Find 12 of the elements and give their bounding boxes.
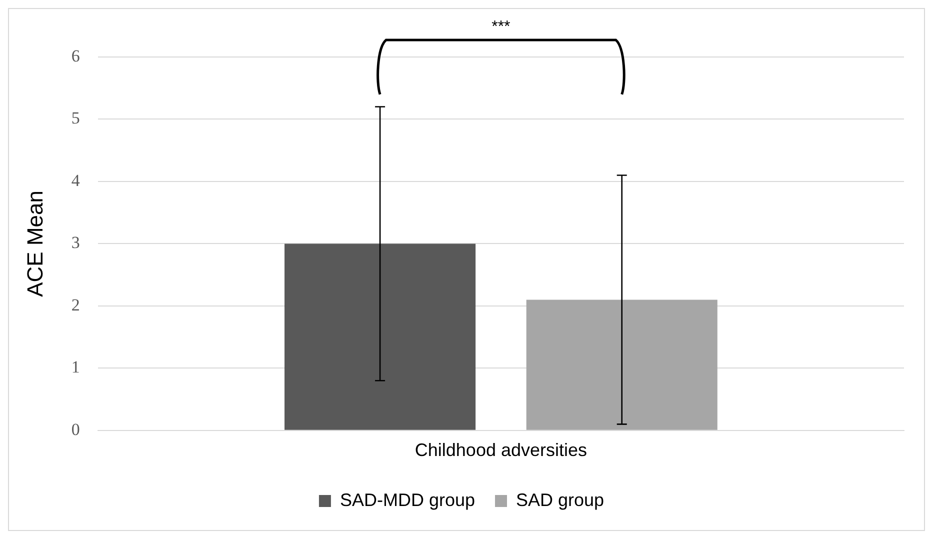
legend-label: SAD-MDD group	[340, 490, 476, 510]
y-tick-label: 5	[71, 108, 80, 128]
y-tick-label: 2	[71, 295, 80, 314]
y-tick-label: 6	[71, 46, 80, 66]
y-tick-label: 0	[71, 420, 80, 439]
y-axis-title: ACE Mean	[22, 190, 48, 297]
y-tick-label: 3	[71, 233, 80, 252]
y-tick-label: 4	[71, 170, 80, 190]
x-tick-label: Childhood adversities	[414, 440, 588, 460]
y-tick-label: 1	[71, 358, 80, 377]
legend-label: SAD group	[516, 490, 604, 510]
text: ***	[492, 18, 510, 36]
